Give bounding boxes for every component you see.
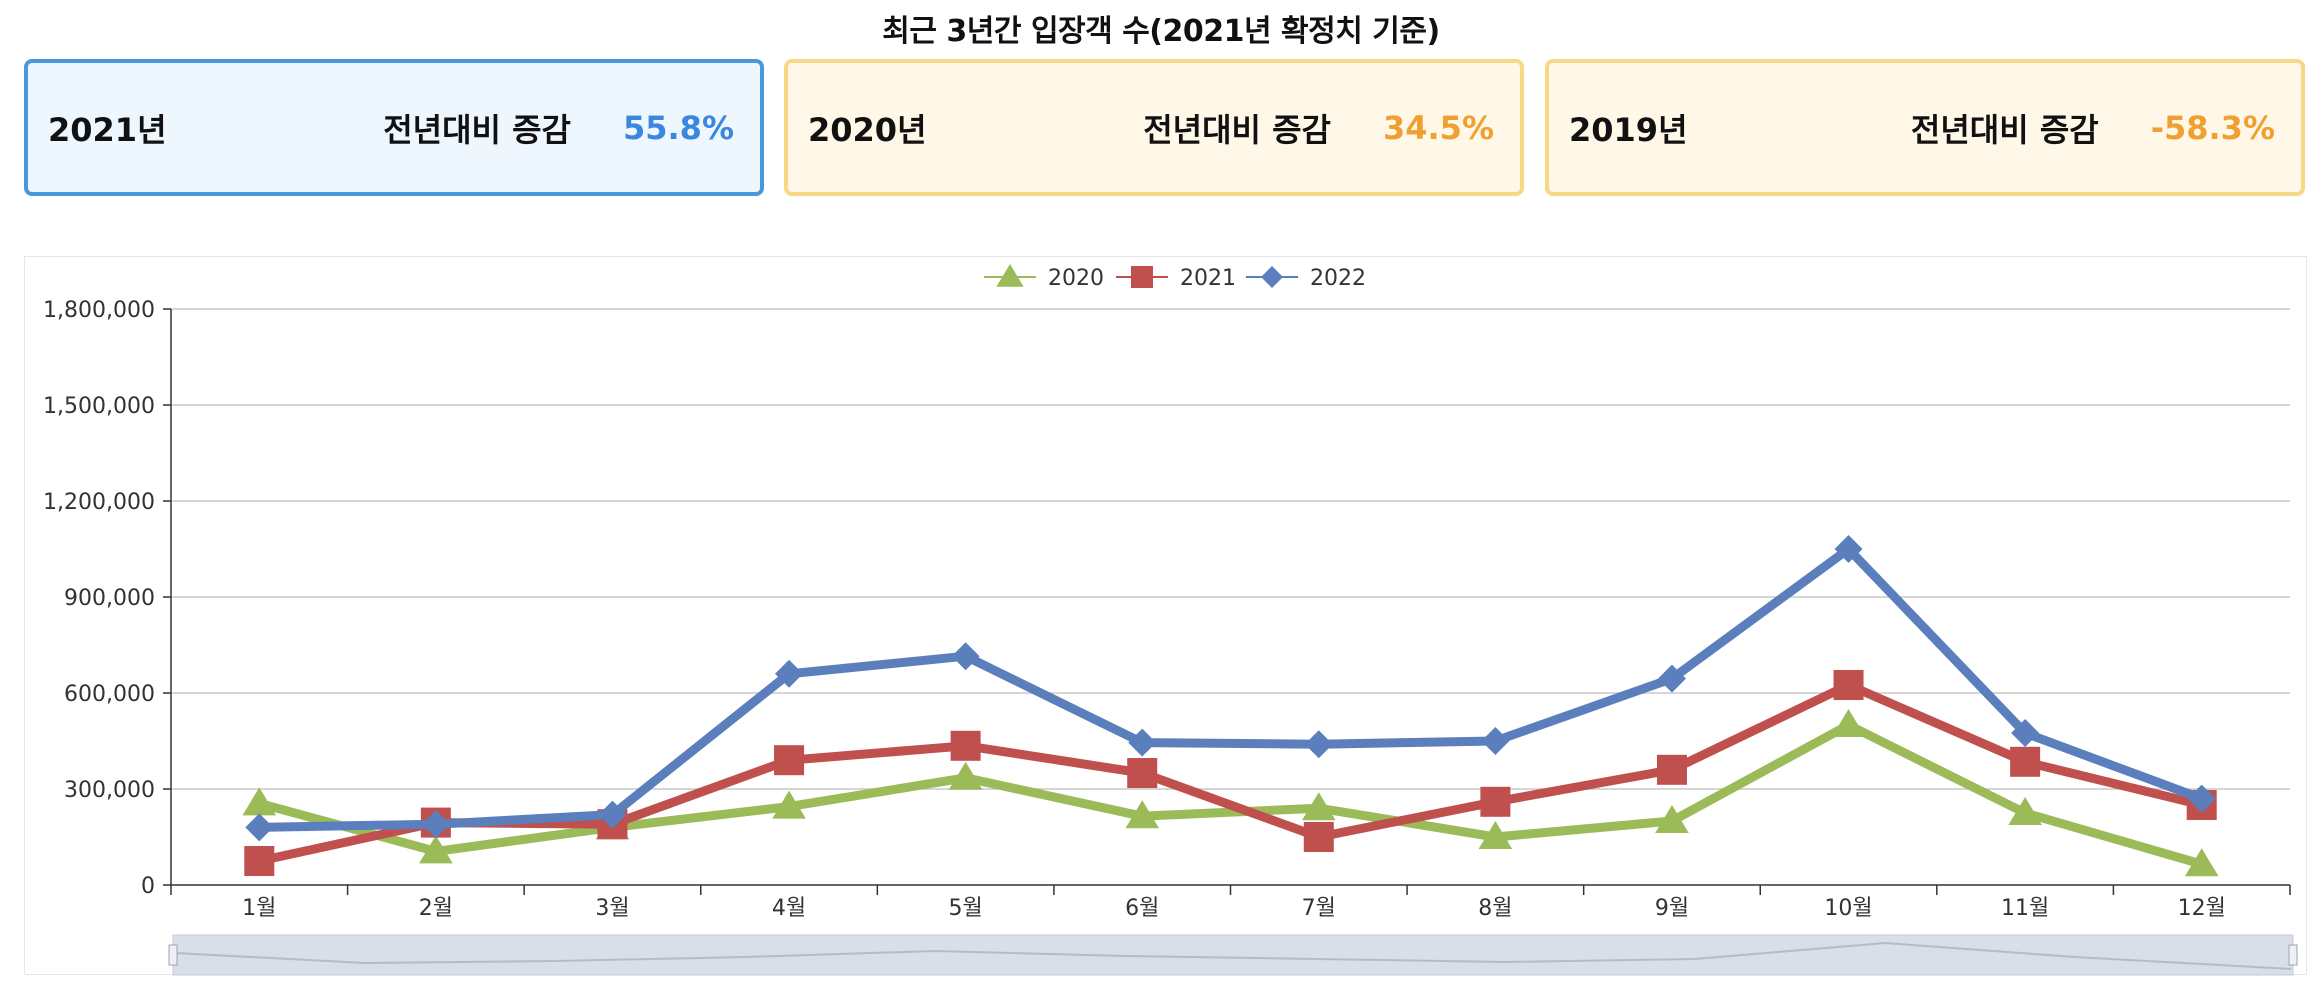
data-point-2020 <box>1301 792 1336 821</box>
page-title: 최근 3년간 입장객 수(2021년 확정치 기준) <box>882 14 1440 49</box>
data-point-2020 <box>1125 800 1160 829</box>
legend[interactable]: 2020 2021 2022 <box>984 264 1366 291</box>
data-point-2022 <box>245 813 274 842</box>
data-point-2020 <box>2184 848 2219 877</box>
card-year: 2021년 <box>48 110 167 149</box>
data-point-2022 <box>421 810 450 839</box>
series-line-2022 <box>254 544 2207 832</box>
series-line-2021 <box>254 680 2207 866</box>
data-point-2020 <box>772 790 806 819</box>
x-tick-label: 3월 <box>595 896 629 921</box>
data-point-2022 <box>2187 784 2216 813</box>
x-tick-label: 12월 <box>2178 896 2226 921</box>
card-change-value: 34.5% <box>1382 108 1494 147</box>
data-point-2021 <box>1656 754 1687 785</box>
legend-label: 2022 <box>1310 266 1366 291</box>
x-tick-label: 7월 <box>1302 896 1336 921</box>
y-tick-label: 1,200,000 <box>43 490 155 515</box>
series-2020 <box>242 709 2219 877</box>
data-point-2022 <box>951 642 980 671</box>
data-point-2021 <box>244 846 275 876</box>
legend-marker-square-icon <box>1131 266 1153 288</box>
x-tick-label: 4월 <box>772 896 806 921</box>
data-point-2021 <box>1833 670 1864 700</box>
card-change-value: -58.3% <box>2150 108 2275 147</box>
x-tick-label: 11월 <box>2001 896 2049 921</box>
y-tick-label: 900,000 <box>64 586 155 611</box>
data-point-2022 <box>1834 535 1863 563</box>
grid-lines <box>171 308 2290 790</box>
card-year: 2019년 <box>1569 110 1688 149</box>
data-point-2022 <box>1128 728 1157 757</box>
card-label: 전년대비 증감 <box>383 110 571 149</box>
y-axis: 0 300,000 600,000 900,000 1,200,000 1,500,000… <box>43 298 172 899</box>
y-tick-label: 1,500,000 <box>43 394 155 419</box>
data-point-2022 <box>1304 730 1333 759</box>
data-point-2022 <box>598 800 627 829</box>
x-tick-label: 10월 <box>1824 896 1872 921</box>
chart-panel: 0 300,000 600,000 900,000 1,200,000 1,500,000… <box>24 256 2307 976</box>
x-tick-label: 1월 <box>242 896 276 921</box>
navigator-mini-line <box>174 941 2292 970</box>
series-2022 <box>245 535 2216 842</box>
card-label: 전년대비 증감 <box>1143 110 1331 149</box>
data-point-2021 <box>1303 822 1334 852</box>
data-point-2020 <box>242 787 277 816</box>
y-tick-label: 1,800,000 <box>43 298 155 323</box>
y-tick-label: 0 <box>141 874 155 899</box>
x-tick-label: 9월 <box>1655 896 1689 921</box>
series-group <box>242 535 2219 877</box>
data-point-2020 <box>948 761 983 790</box>
data-point-2022 <box>1657 664 1686 693</box>
navigator-handle-right[interactable] <box>2288 944 2298 966</box>
y-tick-label: 300,000 <box>64 778 155 803</box>
x-tick-label: 5월 <box>949 896 983 921</box>
data-point-2020 <box>419 835 453 864</box>
data-point-2020 <box>1478 821 1513 849</box>
legend-label: 2021 <box>1180 266 1236 291</box>
card-change-value: 55.8% <box>622 108 734 147</box>
data-point-2020 <box>1655 805 1689 833</box>
legend-item-2020[interactable]: 2020 <box>984 264 1104 291</box>
y-tick-label: 600,000 <box>64 682 155 707</box>
data-point-2021 <box>1127 758 1158 788</box>
x-tick-label: 6월 <box>1125 896 1159 921</box>
x-tick-label: 8월 <box>1478 896 1512 921</box>
x-axis: 1월 2월 3월 4월 5월 6월 7월 8월 9월 10월 11월 12월 <box>170 884 2291 921</box>
data-point-2021 <box>774 745 805 776</box>
data-point-2021 <box>950 730 981 761</box>
series-2021 <box>244 670 2217 876</box>
data-point-2021 <box>1480 786 1511 817</box>
legend-marker-triangle-icon <box>996 264 1024 287</box>
legend-marker-diamond-icon <box>1261 266 1283 288</box>
navigator-track[interactable] <box>172 934 2294 976</box>
data-point-2022 <box>2011 719 2040 747</box>
summary-card-2019: 2019년 전년대비 증감 -58.3% <box>1545 59 2305 196</box>
series-line-2020 <box>254 720 2207 869</box>
summary-card-2020: 2020년 전년대비 증감 34.5% <box>784 59 1524 196</box>
x-tick-label: 2월 <box>419 896 453 921</box>
legend-item-2022[interactable]: 2022 <box>1246 266 1366 291</box>
range-navigator[interactable] <box>168 934 2298 976</box>
data-point-2021 <box>2010 746 2041 777</box>
data-point-2022 <box>1481 727 1510 755</box>
navigator-handle-left[interactable] <box>168 944 178 966</box>
legend-label: 2020 <box>1048 266 1104 291</box>
data-point-2020 <box>1831 709 1866 737</box>
data-point-2020 <box>2008 797 2042 825</box>
data-point-2022 <box>775 659 804 688</box>
line-chart: 0 300,000 600,000 900,000 1,200,000 1,500,000… <box>43 264 2298 976</box>
card-label: 전년대비 증감 <box>1910 110 2099 149</box>
card-year: 2020년 <box>808 110 927 149</box>
legend-item-2021[interactable]: 2021 <box>1116 266 1236 291</box>
summary-card-2021: 2021년 전년대비 증감 55.8% <box>24 59 764 196</box>
